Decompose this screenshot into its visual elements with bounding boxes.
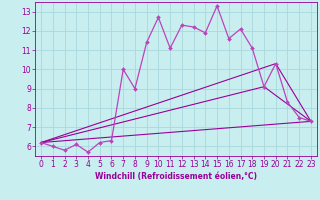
- X-axis label: Windchill (Refroidissement éolien,°C): Windchill (Refroidissement éolien,°C): [95, 172, 257, 181]
